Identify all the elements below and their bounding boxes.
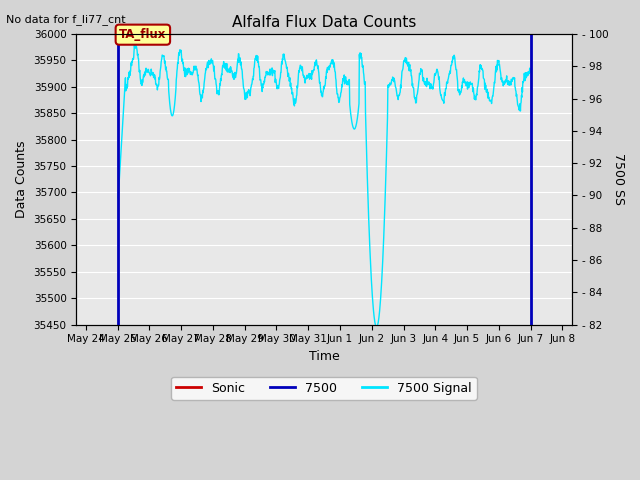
Y-axis label: Data Counts: Data Counts xyxy=(15,141,28,218)
Y-axis label: 7500 SS: 7500 SS xyxy=(612,153,625,205)
Text: TA_flux: TA_flux xyxy=(119,28,166,41)
Legend: Sonic, 7500, 7500 Signal: Sonic, 7500, 7500 Signal xyxy=(172,377,477,400)
Text: No data for f_li77_cnt: No data for f_li77_cnt xyxy=(6,14,126,25)
Title: Alfalfa Flux Data Counts: Alfalfa Flux Data Counts xyxy=(232,15,416,30)
X-axis label: Time: Time xyxy=(308,350,339,363)
